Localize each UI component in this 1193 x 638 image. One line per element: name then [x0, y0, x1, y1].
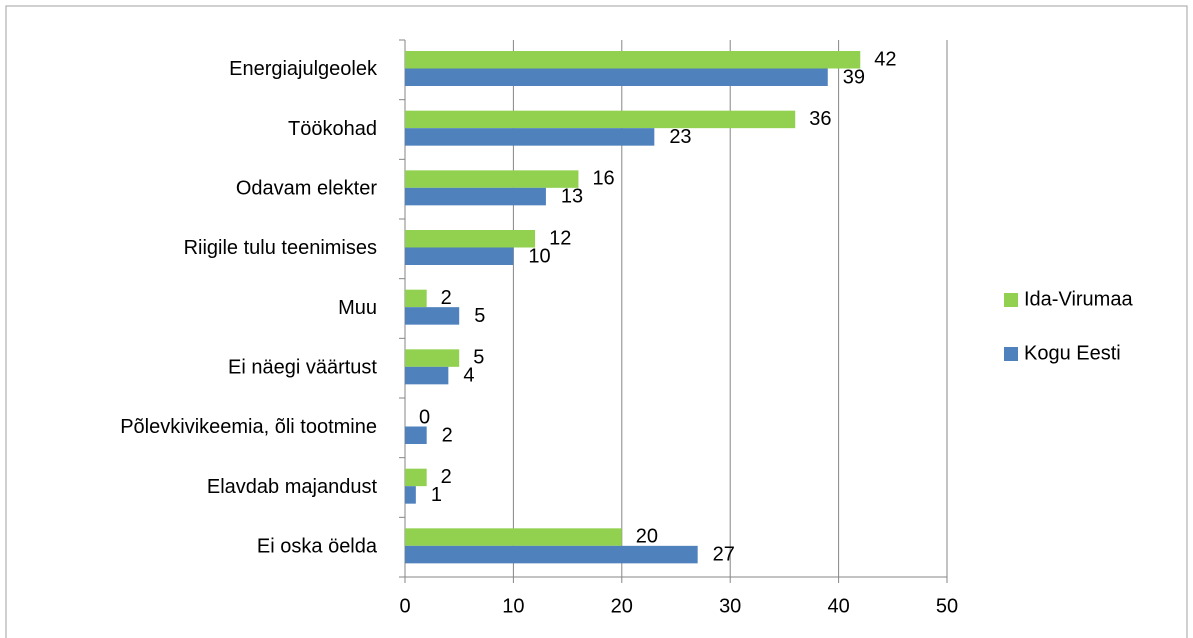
category-label: Ei oska öelda [257, 535, 378, 557]
data-label: 2 [441, 466, 452, 488]
bar [405, 128, 655, 146]
bar [405, 426, 427, 444]
bar [405, 170, 579, 188]
category-label: Töökohad [288, 118, 377, 140]
legend-swatch [1004, 293, 1018, 307]
data-label: 16 [592, 168, 614, 190]
bar [405, 545, 698, 564]
bar [405, 230, 536, 248]
bar [405, 307, 460, 325]
data-label: 20 [636, 526, 658, 548]
data-label: 42 [874, 48, 896, 70]
data-label: 27 [713, 544, 735, 566]
category-label: Põlevkivikeemia, õli tootmine [120, 416, 377, 438]
bar [405, 110, 796, 129]
data-label: 10 [528, 245, 550, 267]
data-label: 13 [561, 186, 583, 208]
legend-label: Kogu Eesti [1024, 342, 1121, 364]
data-label: 4 [463, 365, 474, 387]
data-label: 2 [442, 424, 453, 446]
legend-swatch [1004, 347, 1018, 361]
data-label: 1 [431, 484, 442, 506]
legend-label: Ida-Virumaa [1024, 288, 1133, 310]
data-label: 2 [441, 287, 452, 309]
category-label: Muu [338, 297, 377, 319]
bar [405, 486, 416, 504]
chart-border [5, 5, 1188, 638]
category-label: Ei näegi väärtust [228, 356, 377, 378]
category-label: Energiajulgeolek [229, 58, 378, 80]
category-label: Elavdab majandust [207, 476, 378, 498]
x-tick-label: 20 [611, 595, 633, 617]
data-label: 36 [809, 108, 831, 130]
category-label: Odavam elekter [236, 177, 378, 199]
bar [405, 51, 861, 69]
bar [405, 528, 622, 546]
data-label: 5 [474, 305, 485, 327]
x-tick-label: 10 [502, 595, 524, 617]
bar [405, 247, 514, 265]
bar [405, 289, 427, 308]
bar [405, 468, 427, 487]
x-tick-label: 40 [827, 595, 849, 617]
bar [405, 366, 449, 385]
data-label: 23 [669, 126, 691, 148]
bar [405, 187, 546, 206]
data-label: 0 [419, 406, 430, 428]
x-tick-label: 50 [936, 595, 958, 617]
x-tick-label: 0 [399, 595, 410, 617]
category-label: Riigile tulu teenimises [184, 237, 377, 259]
data-label: 39 [843, 66, 865, 88]
data-label: 12 [549, 227, 571, 249]
x-tick-label: 30 [719, 595, 741, 617]
bar [405, 68, 828, 86]
bar [405, 349, 460, 367]
data-label: 5 [473, 347, 484, 369]
